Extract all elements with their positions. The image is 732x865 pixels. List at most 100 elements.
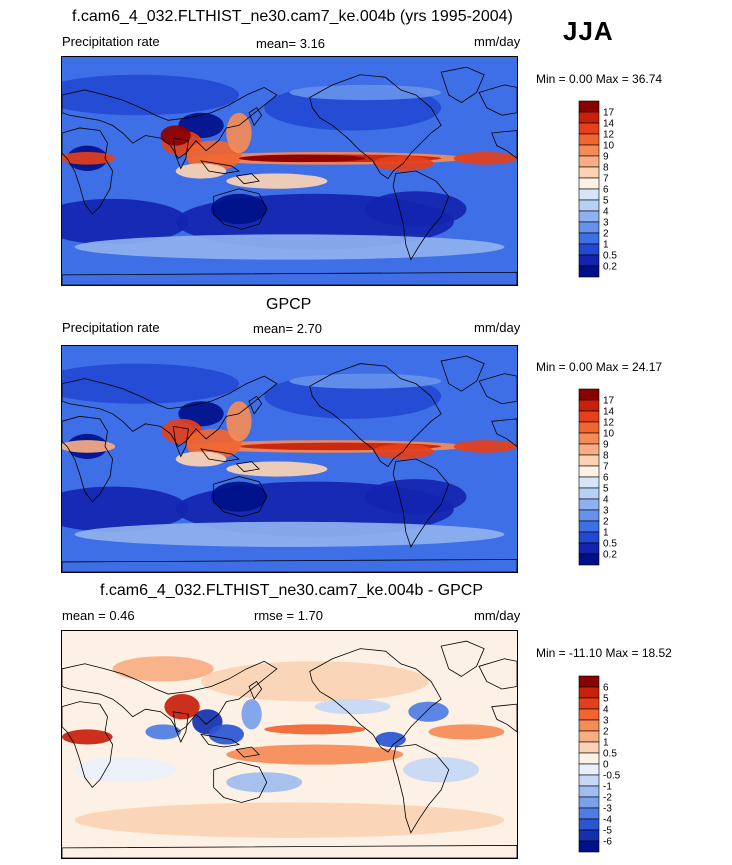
coastline (62, 376, 277, 446)
min-max-label: Min = -11.10 Max = 18.52 (536, 646, 672, 660)
coastline (62, 559, 517, 572)
colorbar-swatch (578, 498, 600, 511)
colorbar-swatch (578, 177, 600, 190)
mean-label: mean= 3.16 (256, 36, 326, 51)
precip-contour-region (453, 440, 517, 453)
colorbar-swatch (578, 199, 600, 212)
colorbar-tick-label: 5 (603, 694, 609, 705)
colorbar-tick-label: 5 (603, 196, 609, 207)
colorbar-tick-label: 1 (603, 528, 609, 539)
colorbar-tick-label: 14 (603, 407, 615, 418)
precip-contour-region (175, 163, 227, 179)
coastline (62, 661, 277, 732)
colorbar-tick-label: 0.2 (603, 550, 617, 561)
difference-contour-region (62, 729, 113, 745)
difference-contour-region (264, 724, 366, 735)
colorbar-swatch (578, 840, 600, 853)
difference-contour-region (403, 757, 480, 783)
precip-contour-region (160, 125, 191, 146)
colorbar-tick-label: 9 (603, 440, 609, 451)
precip-contour-region (226, 461, 328, 477)
colorbar-tick-label: 2 (603, 229, 609, 240)
min-max-label: Min = 0.00 Max = 24.17 (536, 360, 663, 374)
difference-contour-region (408, 701, 449, 722)
colorbar-model: 17 14 12 10 9 8 7 6 5 4 3 2 1 0.5 0.2 (578, 100, 638, 278)
colorbar-tick-label: 9 (603, 152, 609, 163)
coastline (62, 128, 113, 214)
mean-label: mean= 2.70 (253, 321, 323, 336)
colorbar-tick-label: 2 (603, 727, 609, 738)
colorbar-swatch (578, 542, 600, 555)
coastline (249, 396, 262, 414)
colorbar-swatch (578, 531, 600, 544)
coastline (441, 641, 484, 676)
colorbar-tick-label: -2 (603, 793, 612, 804)
colorbar-swatch (578, 432, 600, 445)
colorbar-swatch (578, 719, 600, 732)
colorbar-swatch (578, 155, 600, 168)
difference-contour-region (112, 656, 214, 682)
colorbar-tick-label: 6 (603, 473, 609, 484)
colorbar-tick-label: 0.2 (603, 262, 617, 273)
coastline (236, 747, 259, 757)
coastline (214, 762, 267, 802)
colorbar-tick-label: 12 (603, 130, 615, 141)
colorbar-tick-label: -4 (603, 815, 612, 826)
colorbar-swatch (578, 752, 600, 765)
mean-label: mean = 0.46 (62, 608, 135, 623)
precip-contour-region (185, 140, 242, 171)
precip-contour-region (211, 481, 267, 512)
colorbar-swatch (578, 553, 600, 566)
colorbar-swatch (578, 210, 600, 223)
colorbar-tick-label: 3 (603, 218, 609, 229)
colorbar-swatch (578, 741, 600, 754)
precip-contour-region (365, 479, 467, 515)
colorbar-swatch (578, 443, 600, 456)
colorbar-tick-label: 10 (603, 429, 615, 440)
colorbar-swatch (578, 476, 600, 489)
colorbar-swatch (578, 807, 600, 820)
colorbar-difference: 6 5 4 3 2 1 0.5 0 -0.5 -1 -2 -3 -4 -5 -6 (578, 675, 638, 853)
colorbar-swatch (578, 829, 600, 842)
colorbar-tick-label: 4 (603, 705, 609, 716)
coastline (492, 419, 517, 447)
precip-contour-region (74, 521, 505, 547)
colorbar-swatch (578, 465, 600, 478)
panel-title: GPCP (266, 296, 312, 313)
units-label: mm/day (474, 320, 521, 335)
colorbar-tick-label: 5 (603, 484, 609, 495)
precip-contour-region (185, 428, 242, 459)
precip-contour-region (74, 234, 505, 260)
coastline (173, 426, 188, 456)
difference-contour-region (74, 757, 176, 783)
colorbar-tick-label: 7 (603, 462, 609, 473)
colorbar-gpcp: 17 14 12 10 9 8 7 6 5 4 3 2 1 0.5 0.2 (578, 388, 638, 566)
precip-contour-region (62, 74, 239, 116)
colorbar-swatch (578, 221, 600, 234)
difference-contour-region (428, 724, 505, 740)
coastline (310, 364, 441, 467)
difference-contour-region (241, 699, 262, 730)
precip-contour-region (175, 451, 227, 467)
coastline (479, 659, 517, 689)
colorbar-tick-label: 8 (603, 451, 609, 462)
coastline (441, 356, 484, 391)
coastline (249, 108, 262, 126)
colorbar-swatch (578, 133, 600, 146)
precip-contour-region (289, 373, 442, 389)
precip-contour-region (365, 191, 467, 227)
colorbar-swatch (578, 796, 600, 809)
coastline (441, 67, 484, 102)
difference-contour-region (226, 744, 404, 765)
colorbar-swatch (578, 818, 600, 831)
colorbar-swatch (578, 675, 600, 688)
difference-contour-region (145, 724, 181, 740)
colorbar-tick-label: 8 (603, 163, 609, 174)
colorbar-tick-label: 3 (603, 506, 609, 517)
colorbar-swatch (578, 487, 600, 500)
colorbar-swatch (578, 520, 600, 533)
colorbar-swatch (578, 454, 600, 467)
coastline (310, 649, 441, 752)
coastline (492, 704, 517, 732)
precip-contour-region (289, 84, 442, 101)
